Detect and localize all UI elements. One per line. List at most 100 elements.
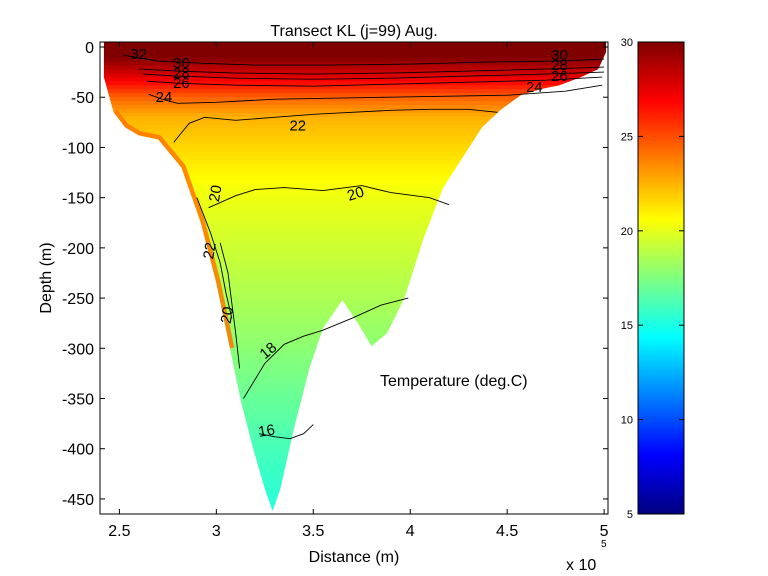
- field-band: [103, 270, 607, 275]
- y-tick-label: -150: [62, 191, 94, 208]
- field-band: [103, 250, 607, 255]
- y-tick-label: -450: [62, 492, 94, 509]
- field-band: [103, 258, 607, 263]
- field-band: [103, 53, 607, 59]
- x-tick-label: 5: [600, 523, 609, 540]
- field-band: [103, 278, 607, 283]
- field-band: [103, 266, 607, 271]
- field-band: [103, 42, 607, 47]
- chart-title: Transect KL (j=99) Aug.: [270, 23, 437, 40]
- contour-line-26: [146, 76, 603, 87]
- field-band: [103, 112, 607, 118]
- colorbar: 5 10 15 20 25 30: [621, 37, 685, 521]
- field-band: [103, 238, 607, 244]
- field-band: [103, 222, 607, 228]
- field-band: [103, 93, 607, 98]
- field-band: [103, 163, 607, 169]
- field-band: [103, 226, 607, 232]
- field-band: [103, 274, 607, 279]
- field-band: [103, 140, 607, 145]
- x-axis: 2.5 3 3.5 4 4.5 5: [108, 42, 609, 540]
- colorbar-tick-label: 20: [621, 226, 633, 238]
- contour-line-16: [258, 424, 314, 440]
- field-band: [103, 49, 607, 55]
- field-band: [103, 120, 607, 126]
- field-band: [103, 191, 607, 196]
- y-tick-label: -250: [62, 291, 94, 308]
- field-band: [103, 128, 607, 134]
- field-band: [103, 179, 607, 185]
- field-band: [103, 148, 607, 153]
- x-tick-label: 3.5: [302, 523, 324, 540]
- field-band: [103, 230, 607, 236]
- x-tick-label: 4.5: [496, 523, 518, 540]
- plot-frame: [99, 41, 609, 515]
- y-tick-label: -350: [62, 392, 94, 409]
- annotation-text: Temperature (deg.C): [380, 373, 528, 390]
- field-band: [103, 101, 607, 106]
- field-band: [103, 108, 607, 114]
- contour-label: 32: [130, 46, 147, 63]
- y-tick-label: -200: [62, 241, 94, 258]
- contour-line-22: [196, 197, 233, 319]
- x-tick-label: 3: [212, 523, 221, 540]
- field-band: [103, 104, 607, 110]
- contour-line-30: [138, 66, 605, 75]
- x-exponent-value: 5: [601, 539, 607, 550]
- field-band: [103, 183, 607, 189]
- colorbar-ticks: 5 10 15 20 25 30: [621, 37, 684, 521]
- field-band: [103, 297, 607, 303]
- field-band: [103, 45, 607, 51]
- y-tick-label: 0: [85, 40, 94, 57]
- contour-label: 30: [173, 55, 190, 72]
- field-band: [103, 215, 607, 220]
- contour-label: 24: [156, 89, 173, 106]
- field-band: [103, 289, 607, 295]
- contour-label: 22: [289, 117, 306, 134]
- colorbar-tick-label: 5: [627, 509, 633, 521]
- contour-label: 28: [551, 57, 568, 74]
- contour-line-20: [208, 185, 450, 209]
- field-band: [103, 301, 607, 307]
- contour-line-22: [173, 108, 498, 143]
- x-axis-label: Distance (m): [309, 549, 400, 566]
- contour-label: 20: [345, 183, 366, 204]
- field-band: [103, 97, 607, 102]
- contour-line-28: [142, 71, 605, 80]
- field-band: [103, 57, 607, 63]
- field-band: [103, 65, 607, 71]
- field-band: [103, 187, 607, 193]
- contour-label: 26: [173, 75, 190, 92]
- field-band: [103, 124, 607, 130]
- field-band: [103, 152, 607, 157]
- colorbar-tick-label: 30: [621, 37, 633, 49]
- field-band: [103, 262, 607, 267]
- y-tick-label: -100: [62, 140, 94, 157]
- field-band: [103, 207, 607, 212]
- y-axis: 0 -50 -100 -150 -200 -250 -300 -350 -400 -450: [62, 40, 608, 509]
- contour-label: 24: [526, 79, 543, 96]
- y-tick-label: -300: [62, 341, 94, 358]
- field-band: [103, 305, 607, 311]
- field-band: [103, 234, 607, 240]
- field-band: [103, 175, 607, 181]
- field-band: [103, 285, 607, 291]
- x-exponent-label: x 10: [566, 557, 596, 574]
- field-band: [103, 61, 607, 67]
- contour-label: 20: [206, 184, 226, 203]
- contour-label: 26: [551, 68, 568, 85]
- x-tick-label: 2.5: [108, 523, 130, 540]
- field-band: [103, 89, 607, 94]
- y-tick-label: -400: [62, 442, 94, 459]
- contour-line-18: [243, 297, 409, 399]
- contour-line-24: [148, 84, 603, 104]
- field-band: [103, 195, 607, 200]
- field-band: [103, 293, 607, 299]
- field-band: [103, 132, 607, 137]
- y-tick-label: -50: [71, 90, 94, 107]
- field-band: [103, 313, 607, 318]
- contour-lines: [123, 54, 605, 440]
- field-band: [103, 211, 607, 216]
- field-band: [103, 81, 607, 86]
